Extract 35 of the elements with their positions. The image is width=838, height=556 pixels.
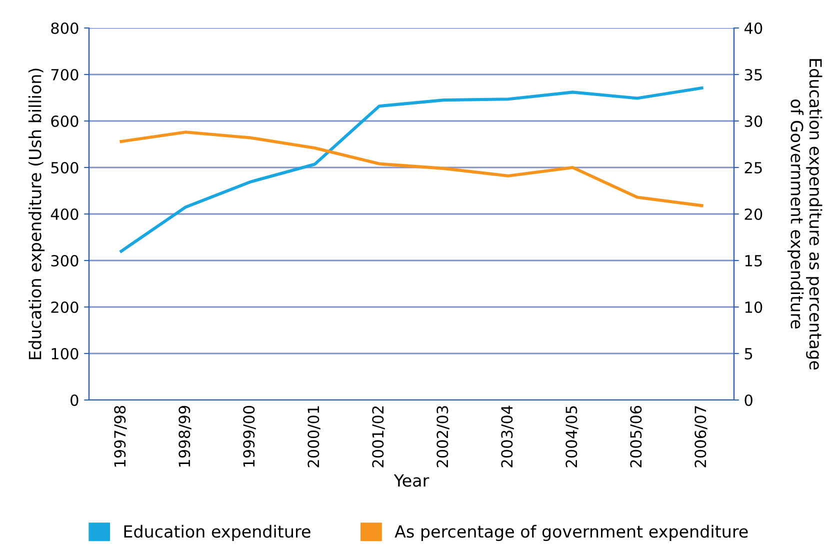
- x-tick-label: 2000/01: [308, 406, 320, 468]
- x-tick-label: 1998/99: [178, 406, 192, 467]
- y2-tick-label: 0: [744, 394, 752, 406]
- y-tick-label: 400: [50, 208, 78, 220]
- x-tick-label: 2004/05: [566, 406, 578, 468]
- x-tick-label: 2002/03: [436, 406, 450, 468]
- y-tick-label: 0: [70, 394, 78, 406]
- legend-label: Education expenditure: [124, 524, 310, 541]
- line-series: [120, 130, 704, 208]
- y2-tick-label: 10: [745, 301, 762, 314]
- y2-tick-label: 20: [744, 208, 762, 220]
- y2-axis-title: Education expenditure as percentage of Government expenditure: [787, 59, 822, 370]
- x-tick-label: 1999/00: [243, 406, 256, 467]
- legend-label: As percentage of government expenditure: [394, 524, 748, 541]
- y2-tick-label: 40: [744, 22, 762, 34]
- y-tick-label: 800: [51, 22, 78, 34]
- x-tick-label: 2005/06: [630, 406, 643, 468]
- y2-tick-label: 15: [745, 255, 762, 267]
- x-tick-label: 2006/07: [694, 406, 708, 468]
- y-tick-label: 600: [51, 115, 78, 128]
- y-tick-label: 200: [51, 301, 78, 314]
- y-tick-label: 100: [52, 348, 78, 360]
- y-tick-label: 500: [51, 162, 78, 174]
- x-tick-label: 1997/98: [114, 406, 127, 467]
- x-tick-label: 2003/04: [501, 406, 514, 468]
- y-tick-label: 700: [51, 68, 78, 81]
- y2-tick-label: 30: [744, 115, 762, 128]
- y2-tick-label: 25: [744, 162, 762, 174]
- x-axis-title: Year: [394, 474, 430, 487]
- y2-tick-label: 35: [744, 68, 762, 81]
- line-series: [120, 86, 704, 253]
- y-axis-title: Education expenditure (Ush billion): [28, 68, 45, 360]
- x-tick-label: 2001/02: [372, 406, 385, 468]
- y-tick-label: 300: [51, 254, 78, 267]
- y2-tick-label: 5: [744, 348, 752, 360]
